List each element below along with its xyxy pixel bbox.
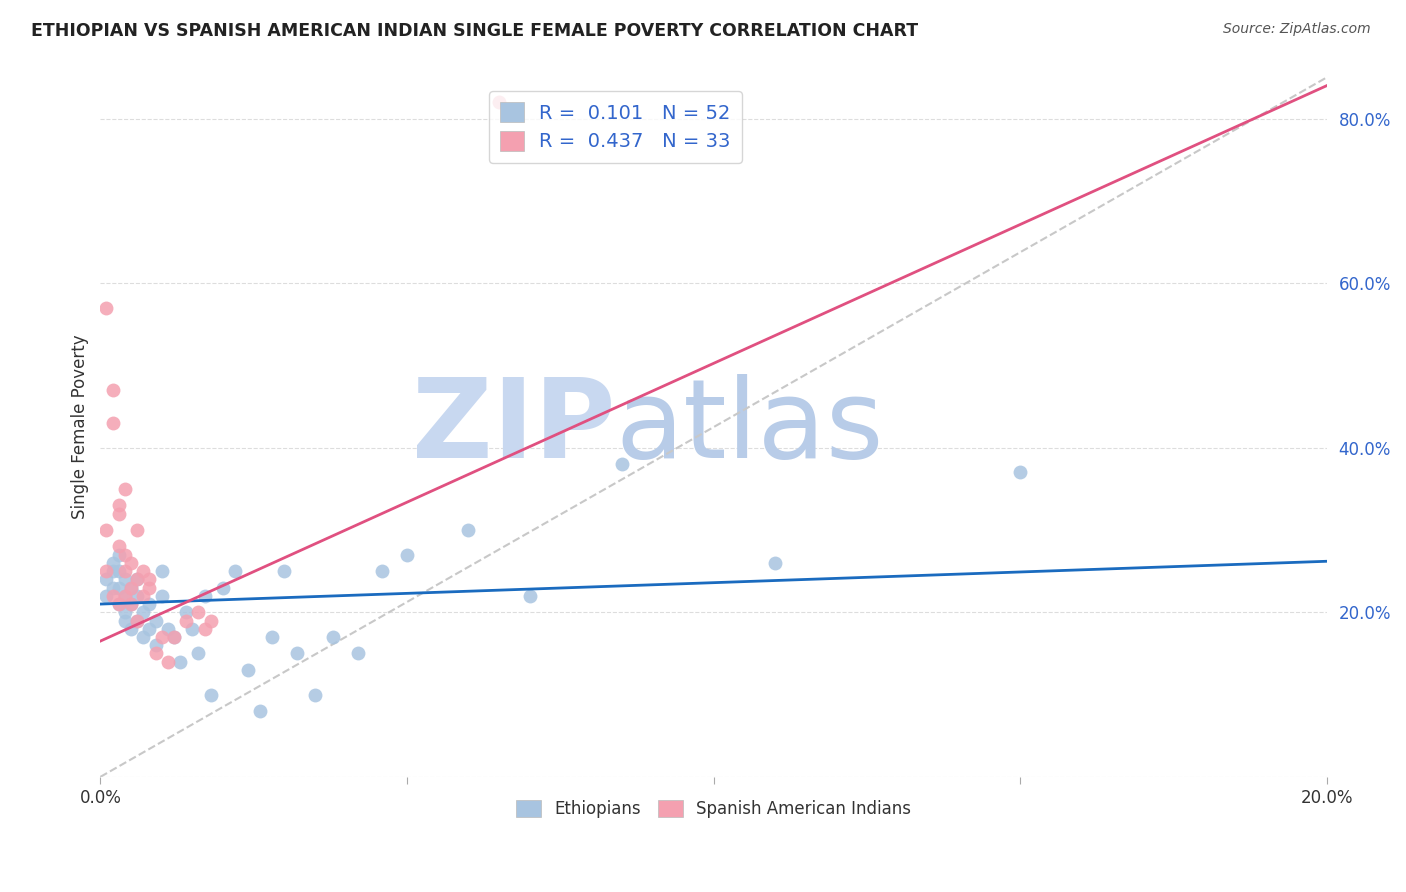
Point bbox=[273, 564, 295, 578]
Point bbox=[169, 655, 191, 669]
Point bbox=[127, 614, 149, 628]
Point bbox=[156, 622, 179, 636]
Point bbox=[163, 630, 186, 644]
Point bbox=[249, 704, 271, 718]
Point bbox=[132, 630, 155, 644]
Point bbox=[101, 564, 124, 578]
Point bbox=[114, 589, 136, 603]
Point bbox=[200, 688, 222, 702]
Point bbox=[156, 655, 179, 669]
Point bbox=[101, 383, 124, 397]
Point bbox=[138, 581, 160, 595]
Point bbox=[145, 638, 167, 652]
Point bbox=[181, 622, 204, 636]
Legend: Ethiopians, Spanish American Indians: Ethiopians, Spanish American Indians bbox=[509, 793, 918, 824]
Point bbox=[260, 630, 283, 644]
Point bbox=[120, 597, 142, 611]
Point bbox=[138, 573, 160, 587]
Point bbox=[107, 499, 129, 513]
Point bbox=[101, 556, 124, 570]
Text: Source: ZipAtlas.com: Source: ZipAtlas.com bbox=[1223, 22, 1371, 37]
Y-axis label: Single Female Poverty: Single Female Poverty bbox=[72, 334, 89, 519]
Point bbox=[200, 614, 222, 628]
Point bbox=[96, 589, 118, 603]
Point bbox=[96, 573, 118, 587]
Point bbox=[457, 523, 479, 537]
Point bbox=[138, 597, 160, 611]
Text: ZIP: ZIP bbox=[412, 374, 616, 481]
Point bbox=[163, 630, 186, 644]
Point bbox=[96, 301, 118, 315]
Point bbox=[107, 597, 129, 611]
Point bbox=[488, 95, 510, 109]
Point bbox=[150, 630, 173, 644]
Point bbox=[194, 589, 217, 603]
Point bbox=[1010, 466, 1032, 480]
Point bbox=[114, 564, 136, 578]
Point bbox=[236, 663, 259, 677]
Point bbox=[224, 564, 246, 578]
Text: ETHIOPIAN VS SPANISH AMERICAN INDIAN SINGLE FEMALE POVERTY CORRELATION CHART: ETHIOPIAN VS SPANISH AMERICAN INDIAN SIN… bbox=[31, 22, 918, 40]
Point bbox=[120, 581, 142, 595]
Point bbox=[145, 614, 167, 628]
Point bbox=[101, 589, 124, 603]
Point bbox=[120, 581, 142, 595]
Point bbox=[610, 457, 633, 471]
Point bbox=[96, 523, 118, 537]
Point bbox=[107, 597, 129, 611]
Point bbox=[114, 548, 136, 562]
Point bbox=[107, 548, 129, 562]
Point bbox=[114, 605, 136, 619]
Point bbox=[187, 605, 209, 619]
Point bbox=[371, 564, 394, 578]
Point bbox=[114, 614, 136, 628]
Point bbox=[347, 647, 370, 661]
Point bbox=[127, 573, 149, 587]
Point bbox=[519, 589, 541, 603]
Point bbox=[304, 688, 326, 702]
Point bbox=[127, 589, 149, 603]
Point bbox=[120, 597, 142, 611]
Point bbox=[132, 589, 155, 603]
Point bbox=[107, 540, 129, 554]
Point bbox=[187, 647, 209, 661]
Text: atlas: atlas bbox=[616, 374, 884, 481]
Point bbox=[395, 548, 418, 562]
Point bbox=[127, 614, 149, 628]
Point bbox=[127, 523, 149, 537]
Point bbox=[132, 564, 155, 578]
Point bbox=[138, 622, 160, 636]
Point bbox=[107, 564, 129, 578]
Point bbox=[145, 647, 167, 661]
Point bbox=[763, 556, 786, 570]
Point bbox=[212, 581, 235, 595]
Point bbox=[127, 573, 149, 587]
Point bbox=[174, 614, 197, 628]
Point bbox=[150, 589, 173, 603]
Point bbox=[194, 622, 217, 636]
Point bbox=[114, 573, 136, 587]
Point bbox=[114, 589, 136, 603]
Point bbox=[132, 605, 155, 619]
Point bbox=[96, 564, 118, 578]
Point bbox=[120, 622, 142, 636]
Point bbox=[107, 581, 129, 595]
Point bbox=[120, 556, 142, 570]
Point bbox=[322, 630, 344, 644]
Point bbox=[150, 564, 173, 578]
Point bbox=[285, 647, 308, 661]
Point bbox=[107, 507, 129, 521]
Point bbox=[101, 581, 124, 595]
Point bbox=[101, 416, 124, 430]
Point bbox=[174, 605, 197, 619]
Point bbox=[114, 482, 136, 496]
